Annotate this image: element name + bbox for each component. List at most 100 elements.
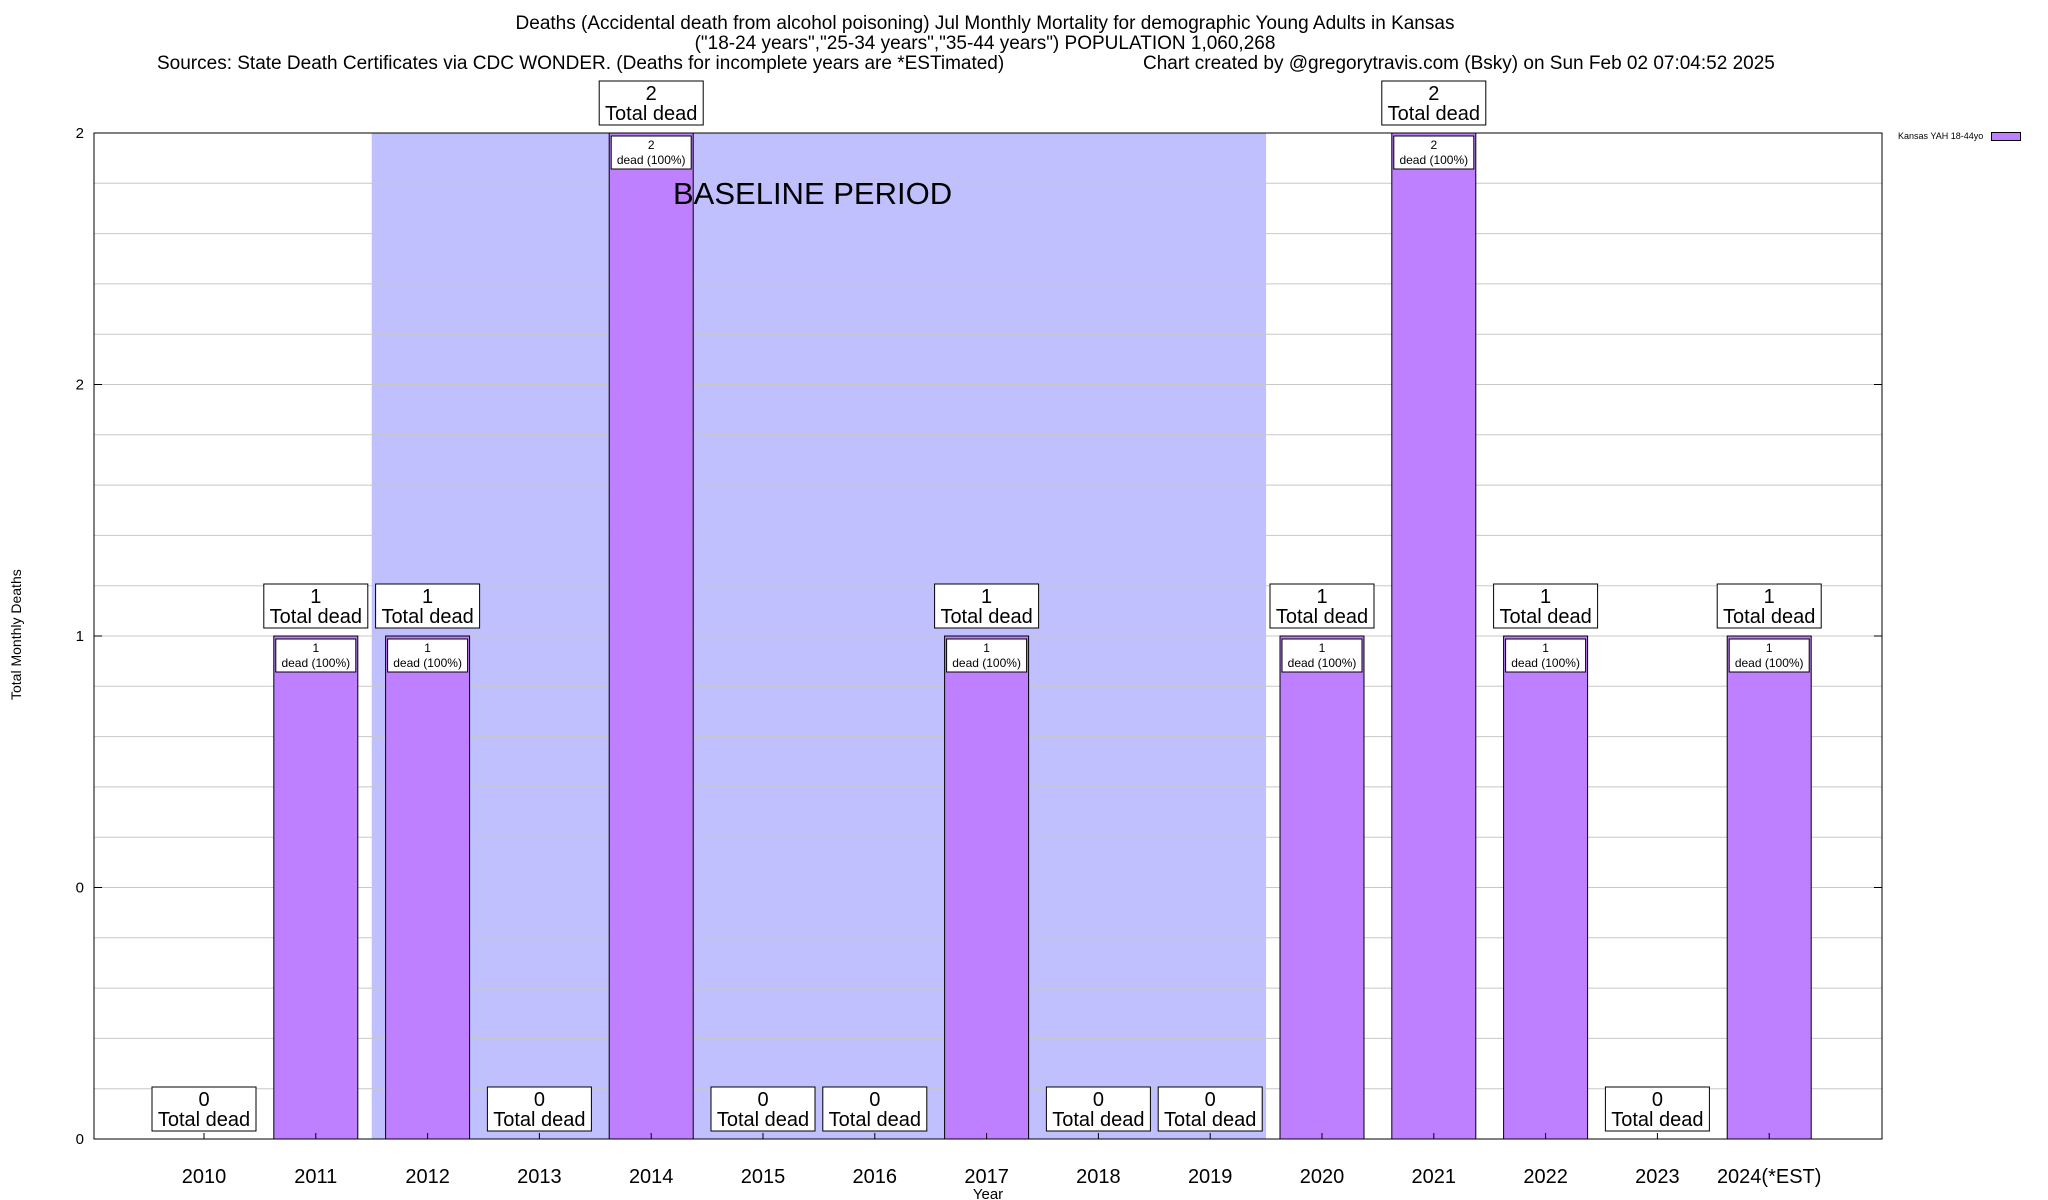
bar <box>1279 635 1365 1140</box>
bar-inner-pct: dead (100%) <box>952 656 1021 670</box>
bar-inner-count: 2 <box>1430 138 1437 152</box>
total-label-count: 1 <box>1316 586 1327 608</box>
total-label-text: Total dead <box>493 1109 585 1131</box>
total-label-count: 1 <box>1764 586 1775 608</box>
total-label-box <box>598 80 704 126</box>
bar-inner-count: 1 <box>424 641 431 655</box>
total-label-text: Total dead <box>829 1109 921 1131</box>
bar <box>273 635 359 1140</box>
total-label-count: 0 <box>757 1089 768 1111</box>
bar-inner-pct: dead (100%) <box>393 656 462 670</box>
bar-inner-count: 1 <box>1542 641 1549 655</box>
total-label-text: Total dead <box>1164 1109 1256 1131</box>
total-label-box <box>1045 1086 1151 1132</box>
bar-inner-label-box <box>610 135 692 170</box>
total-label-box <box>1157 1086 1263 1132</box>
baseline-period-label: BASELINE PERIOD <box>673 176 952 211</box>
total-label-box <box>375 583 481 629</box>
total-label-count: 0 <box>534 1089 545 1111</box>
bar <box>385 635 471 1140</box>
total-label-text: Total dead <box>158 1109 250 1131</box>
total-label-box <box>1716 583 1822 629</box>
total-label-text: Total dead <box>1723 606 1815 628</box>
total-label-text: Total dead <box>270 606 362 628</box>
legend: Kansas YAH 18-44yo <box>1898 131 2022 142</box>
total-label-box <box>1604 1086 1710 1132</box>
legend-swatch <box>1991 132 2022 142</box>
chart-title: Deaths (Accidental death from alcohol po… <box>515 13 1455 34</box>
total-label-box <box>1381 80 1487 126</box>
total-label-box <box>934 583 1040 629</box>
bar-inner-count: 1 <box>1766 641 1773 655</box>
chart-sources: Sources: State Death Certificates via CD… <box>157 53 1005 74</box>
bar-inner-label-box <box>387 638 469 673</box>
bar-inner-count: 2 <box>648 138 655 152</box>
bar-inner-count: 1 <box>1319 641 1326 655</box>
x-tick-label: 2014 <box>629 1166 674 1188</box>
total-label-count: 0 <box>1652 1089 1663 1111</box>
bar <box>1726 635 1812 1140</box>
total-label-count: 1 <box>422 586 433 608</box>
x-tick-label: 2024(*EST) <box>1717 1166 1822 1188</box>
total-label-count: 1 <box>310 586 321 608</box>
bar <box>944 635 1030 1140</box>
x-tick-label: 2017 <box>964 1166 1009 1188</box>
bar-inner-pct: dead (100%) <box>1511 656 1580 670</box>
total-label-text: Total dead <box>1052 1109 1144 1131</box>
total-label-text: Total dead <box>1499 606 1591 628</box>
total-label-box <box>1493 583 1599 629</box>
x-tick-label: 2016 <box>853 1166 898 1188</box>
total-label-text: Total dead <box>717 1109 809 1131</box>
bar-inner-count: 1 <box>983 641 990 655</box>
x-tick-label: 2015 <box>741 1166 786 1188</box>
legend-label: Kansas YAH 18-44yo <box>1898 131 1984 141</box>
y-tick-label: 0 <box>76 880 84 897</box>
x-axis-label: Year <box>973 1186 1003 1200</box>
total-label-count: 0 <box>198 1089 209 1111</box>
total-label-box <box>822 1086 928 1132</box>
x-tick-label: 2023 <box>1635 1166 1680 1188</box>
total-label-count: 0 <box>869 1089 880 1111</box>
x-tick-label: 2020 <box>1300 1166 1345 1188</box>
total-label-box <box>1269 583 1375 629</box>
x-tick-label: 2018 <box>1076 1166 1121 1188</box>
y-tick-label: 1 <box>76 628 84 645</box>
total-label-box <box>263 583 369 629</box>
total-label-text: Total dead <box>1388 103 1480 125</box>
bar-inner-pct: dead (100%) <box>1399 153 1468 167</box>
x-tick-label: 2019 <box>1188 1166 1233 1188</box>
bar-inner-pct: dead (100%) <box>617 153 686 167</box>
y-tick-label: 2 <box>76 377 84 394</box>
bar-inner-pct: dead (100%) <box>1735 656 1804 670</box>
total-label-text: Total dead <box>381 606 473 628</box>
bar <box>608 132 694 1140</box>
x-tick-label: 2010 <box>182 1166 227 1188</box>
x-tick-label: 2022 <box>1523 1166 1568 1188</box>
total-label-text: Total dead <box>605 103 697 125</box>
x-tick-label: 2012 <box>405 1166 450 1188</box>
total-label-count: 2 <box>1428 83 1439 105</box>
bar-inner-label-box <box>275 638 357 673</box>
chart-subtitle: ("18-24 years","25-34 years","35-44 year… <box>694 33 1276 54</box>
bar-inner-label-box <box>1281 638 1363 673</box>
x-tick-label: 2013 <box>517 1166 562 1188</box>
total-label-count: 0 <box>1093 1089 1104 1111</box>
total-label-box <box>710 1086 816 1132</box>
x-tick-label: 2011 <box>294 1166 337 1188</box>
total-label-count: 1 <box>1540 586 1551 608</box>
y-tick-label: 0 <box>76 1131 84 1148</box>
total-label-text: Total dead <box>1611 1109 1703 1131</box>
bar-inner-label-box <box>946 638 1028 673</box>
total-label-text: Total dead <box>1276 606 1368 628</box>
total-label-count: 1 <box>981 586 992 608</box>
chart-credit: Chart created by @gregorytravis.com (Bsk… <box>1143 53 1775 74</box>
bar-inner-label-box <box>1505 638 1587 673</box>
x-tick-label: 2021 <box>1412 1166 1457 1188</box>
bar-inner-count: 1 <box>312 641 319 655</box>
bar <box>1503 635 1589 1140</box>
bar <box>1391 132 1477 1140</box>
y-tick-label: 2 <box>76 125 84 142</box>
bar-inner-pct: dead (100%) <box>1288 656 1357 670</box>
total-label-box <box>486 1086 592 1132</box>
